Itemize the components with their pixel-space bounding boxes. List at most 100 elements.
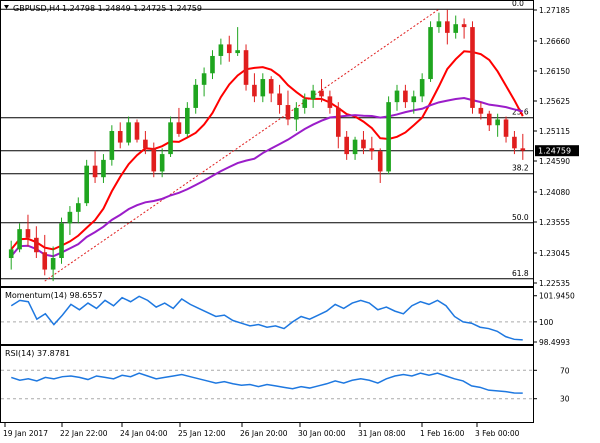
candle-body xyxy=(168,122,173,155)
candle-body xyxy=(50,258,56,270)
candle-body xyxy=(67,211,73,224)
candle-body xyxy=(268,79,274,94)
candle-body xyxy=(377,151,383,172)
fib-level-label: 38.2 xyxy=(512,164,529,173)
candle-body xyxy=(260,79,266,97)
time-tick-label: 24 Jan 04:00 xyxy=(120,429,168,438)
candle-body xyxy=(327,96,333,108)
candle-body xyxy=(310,90,316,100)
candle-body xyxy=(126,122,131,143)
candle-body xyxy=(109,131,115,160)
candle-body xyxy=(386,102,391,172)
candle-body xyxy=(42,252,48,270)
candle-body xyxy=(352,139,358,155)
candle-body xyxy=(252,84,257,97)
candle-body xyxy=(361,139,366,149)
candle-body xyxy=(478,107,484,114)
candle-body xyxy=(403,90,408,103)
candle-body xyxy=(59,223,64,259)
rsi-title: RSI(14) 37.8781 xyxy=(5,349,70,358)
candle-body xyxy=(495,119,500,126)
candle-body xyxy=(461,24,467,28)
main-panel xyxy=(0,0,534,287)
candle-body xyxy=(319,90,324,97)
candle-body xyxy=(101,159,106,178)
candle-body xyxy=(394,90,400,103)
current-price-label: 1.24759 xyxy=(538,147,571,156)
collapse-triangle-icon[interactable] xyxy=(4,5,9,9)
candle-body xyxy=(75,203,81,212)
momentum-panel xyxy=(0,287,534,345)
price-tick-label: 1.25625 xyxy=(539,97,570,106)
candle-body xyxy=(151,148,157,172)
candle-body xyxy=(84,165,89,204)
candle-body xyxy=(143,139,148,149)
time-tick-label: 19 Jan 2017 xyxy=(3,429,48,438)
candle-body xyxy=(335,107,341,137)
price-tick-label: 1.23045 xyxy=(539,249,570,258)
candle-body xyxy=(277,93,282,106)
candle-body xyxy=(218,44,224,56)
candle-body xyxy=(486,113,492,126)
fib-level-label: 50.0 xyxy=(512,213,529,222)
candle-body xyxy=(159,154,165,172)
fib-level-label: 61.8 xyxy=(512,269,529,278)
price-tick-label: 1.22535 xyxy=(539,279,570,288)
candle-body xyxy=(453,24,459,33)
price-tick-label: 1.24080 xyxy=(539,188,570,197)
time-tick-label: 26 Jan 20:00 xyxy=(240,429,288,438)
candle-body xyxy=(210,55,215,74)
candle-body xyxy=(8,249,14,259)
price-tick-label: 1.25115 xyxy=(539,127,570,136)
candle-body xyxy=(520,148,526,151)
candle-body xyxy=(411,96,417,103)
candle-body xyxy=(285,105,291,120)
candle-body xyxy=(470,27,475,108)
candle-body xyxy=(226,44,232,54)
candle-body xyxy=(134,122,140,140)
current-price-box xyxy=(535,145,579,157)
candle-body xyxy=(25,229,31,238)
candle-body xyxy=(294,107,299,120)
candle-body xyxy=(193,84,199,108)
candle-body xyxy=(117,131,123,143)
candle-body xyxy=(176,122,182,134)
candle-body xyxy=(34,237,39,253)
candle-body xyxy=(445,21,450,33)
candle-body xyxy=(201,73,207,85)
sma-fast-line xyxy=(10,50,524,251)
momentum-line xyxy=(10,295,523,341)
time-tick-label: 22 Jan 22:00 xyxy=(60,429,108,438)
momentum-tick-label: 100 xyxy=(539,318,554,327)
price-tick-label: 1.24590 xyxy=(539,157,570,166)
time-tick-label: 31 Jan 08:00 xyxy=(358,429,406,438)
candle-body xyxy=(302,99,308,108)
price-tick-label: 1.26660 xyxy=(539,37,570,46)
time-tick-label: 25 Jan 12:00 xyxy=(178,429,226,438)
price-tick-label: 1.26150 xyxy=(539,67,570,76)
candle-body xyxy=(243,50,249,85)
price-tick-label: 1.23555 xyxy=(539,218,570,227)
candle-body xyxy=(419,79,425,97)
candle-body xyxy=(344,136,349,155)
momentum-title: Momentum(14) 98.6557 xyxy=(5,291,103,300)
momentum-tick-label: 101.9450 xyxy=(539,292,575,301)
candle-body xyxy=(92,165,98,178)
sma-slow-line xyxy=(10,96,524,258)
time-tick-label: 1 Feb 16:00 xyxy=(420,429,465,438)
candle-body xyxy=(503,119,509,137)
price-tick-label: 1.27185 xyxy=(539,6,570,15)
symbol-label: GBPUSD,H4 xyxy=(13,4,60,13)
candle-body xyxy=(235,50,240,54)
candle-body xyxy=(436,21,442,28)
time-tick-label: 30 Jan 00:00 xyxy=(298,429,346,438)
momentum-tick-label: 98.4993 xyxy=(539,338,570,347)
rsi-tick-label: 70 xyxy=(560,366,570,375)
rsi-tick-label: 30 xyxy=(560,395,570,404)
ohlc-label: 1.24798 1.24849 1.24725 1.24759 xyxy=(62,4,202,13)
candle-body xyxy=(17,229,22,250)
candle-body xyxy=(369,148,375,152)
fib-level-label: 0.0 xyxy=(512,0,524,8)
rsi-line xyxy=(11,372,523,394)
